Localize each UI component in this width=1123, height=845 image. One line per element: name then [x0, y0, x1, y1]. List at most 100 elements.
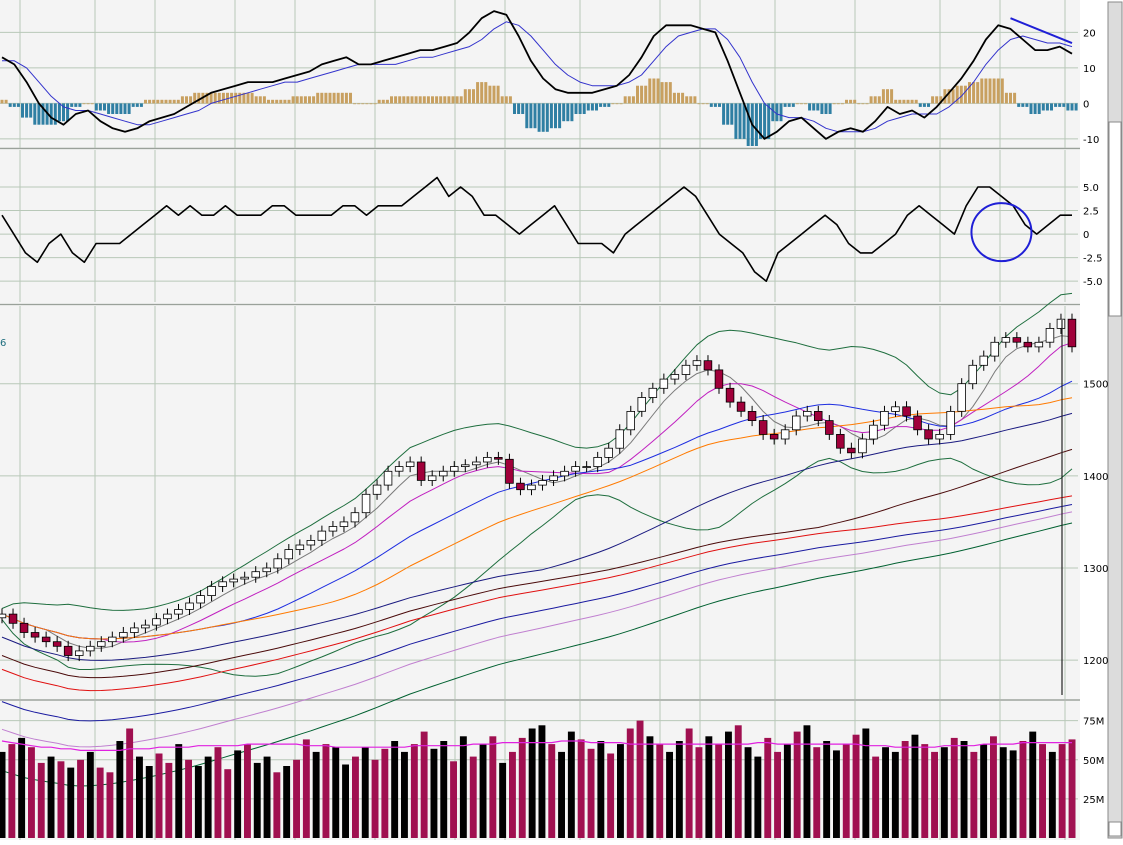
macd-histogram-bar-79-0	[968, 82, 971, 104]
volume-bar-51	[499, 762, 507, 838]
macd-histogram-bar-21-1	[258, 96, 262, 104]
candle-body-77	[847, 447, 856, 454]
macd-histogram-bar-70-0	[857, 103, 861, 105]
scrollbar-thumb[interactable]	[1108, 121, 1122, 317]
volume-bar-98	[960, 741, 968, 838]
candle-body-91	[1001, 337, 1011, 343]
macd-histogram-bar-20-2	[250, 92, 254, 104]
macd-histogram-bar-84-2	[1037, 103, 1041, 114]
macd-histogram-bar-17-2	[213, 92, 217, 104]
macd-histogram-bar-67-2	[828, 103, 832, 114]
macd-histogram-bar-61-2	[754, 103, 758, 146]
volume-bar-66	[646, 736, 654, 838]
macd-histogram-bar-25-2	[312, 96, 316, 104]
volume-bar-39	[381, 748, 389, 838]
macd-histogram-bar-48-2	[595, 103, 598, 111]
macd-histogram-bar-45-0	[549, 103, 553, 129]
macd-histogram-bar-21-0	[254, 96, 258, 104]
macd-histogram-bar-51-0	[623, 96, 627, 104]
macd-tick-label-0: 20	[1083, 28, 1096, 39]
volume-bar-38	[371, 759, 379, 838]
oscillator-layer	[1, 176, 1072, 283]
macd-histogram-bar-55-1	[677, 92, 680, 104]
candle-body-38	[416, 461, 426, 481]
candle-body-86	[946, 410, 955, 435]
macd-histogram-bar-62-0	[759, 103, 762, 139]
candle-body-21	[229, 578, 238, 583]
bollinger-upper	[1, 292, 1073, 611]
macd-histogram-bar-46-1	[566, 103, 570, 122]
macd-histogram-bar-42-1	[517, 103, 521, 114]
macd-histogram-bar-54-2	[668, 82, 672, 104]
moving-average-ma200	[1, 511, 1073, 748]
macd-histogram-bar-86-1	[1058, 103, 1062, 107]
macd-histogram-bar-55-2	[681, 92, 685, 104]
macd-histogram-bar-6-0	[70, 103, 74, 107]
volume-bar-80	[783, 744, 791, 838]
volume-bar-14	[136, 756, 143, 838]
macd-histogram-bar-22-1	[271, 99, 275, 104]
candle-body-9	[97, 641, 106, 647]
macd-histogram-bar-53-2	[656, 78, 660, 104]
volume-bar-45	[440, 741, 448, 838]
macd-histogram-bar-78-1	[959, 85, 963, 104]
scrollbar-arrow-down[interactable]	[1108, 821, 1122, 837]
macd-histogram-bar-78-2	[963, 85, 967, 104]
volume-bar-22	[214, 747, 222, 838]
macd-histogram-bar-54-1	[664, 82, 668, 104]
candle-body-74	[814, 410, 823, 421]
candle-body-72	[792, 415, 801, 431]
volume-bar-6	[57, 761, 65, 838]
volume-bar-106	[1039, 744, 1046, 838]
macd-histogram-bar-51-2	[631, 96, 635, 104]
candle-body-64	[703, 360, 713, 371]
macd-histogram-bar-52-2	[644, 85, 648, 104]
volume-bar-109	[1068, 739, 1076, 838]
macd-histogram-bar-52-0	[636, 85, 639, 104]
volume-bar-7	[67, 767, 75, 838]
candle-body-23	[251, 571, 260, 578]
macd-histogram-bar-7-0	[82, 103, 86, 105]
macd-histogram-bar-50-1	[615, 103, 619, 105]
macd-histogram-bar-75-1	[922, 103, 926, 107]
macd-histogram-bar-85-0	[1041, 103, 1045, 111]
macd-signal-line	[2, 21, 1073, 133]
candle-body-50	[549, 475, 558, 481]
oscillator-panel-bg	[0, 150, 1080, 303]
candle-body-60	[659, 378, 669, 389]
macd-histogram-bar-27-0	[328, 92, 332, 104]
macd-histogram-bar-42-2	[521, 103, 525, 114]
candle-body-15	[163, 613, 172, 620]
candle-body-4	[41, 636, 51, 643]
macd-tick-label-1: 10	[1083, 64, 1096, 75]
macd-histogram-bar-19-2	[238, 92, 242, 104]
candle-body-34	[372, 484, 382, 495]
macd-histogram-bar-25-1	[308, 96, 311, 104]
volume-average-line	[1, 740, 1072, 752]
macd-histogram-bar-76-2	[939, 96, 943, 104]
macd-histogram-bar-40-1	[492, 85, 496, 104]
macd-histogram-bar-34-2	[422, 96, 426, 104]
macd-histogram-bar-77-2	[951, 89, 955, 104]
macd-histogram-bar-13-2	[164, 99, 168, 104]
macd-histogram-bar-50-2	[619, 103, 623, 105]
macd-histogram-bar-47-1	[578, 103, 582, 114]
macd-histogram-bar-24-2	[299, 96, 303, 104]
price-tick-label-2: 1300	[1083, 564, 1108, 575]
volume-bar-29	[283, 766, 291, 838]
macd-histogram-bar-3-2	[41, 103, 45, 125]
candle-body-28	[306, 540, 316, 546]
macd-histogram-bar-72-2	[890, 89, 894, 104]
candle-body-75	[825, 420, 834, 435]
volume-bar-47	[459, 736, 467, 838]
macd-histogram-bar-48-1	[590, 103, 594, 111]
osc-tick-label-1: 2.5	[1083, 207, 1099, 218]
candle-body-97	[1067, 318, 1077, 348]
macd-histogram-bar-40-0	[488, 85, 492, 104]
macd-histogram-bar-34-0	[414, 96, 418, 104]
macd-histogram-bar-82-0	[1004, 92, 1008, 104]
macd-histogram-bar-60-2	[742, 103, 746, 139]
macd-histogram-bar-43-0	[525, 103, 529, 129]
volume-bar-78	[764, 737, 772, 838]
macd-histogram-bar-59-1	[726, 103, 730, 125]
